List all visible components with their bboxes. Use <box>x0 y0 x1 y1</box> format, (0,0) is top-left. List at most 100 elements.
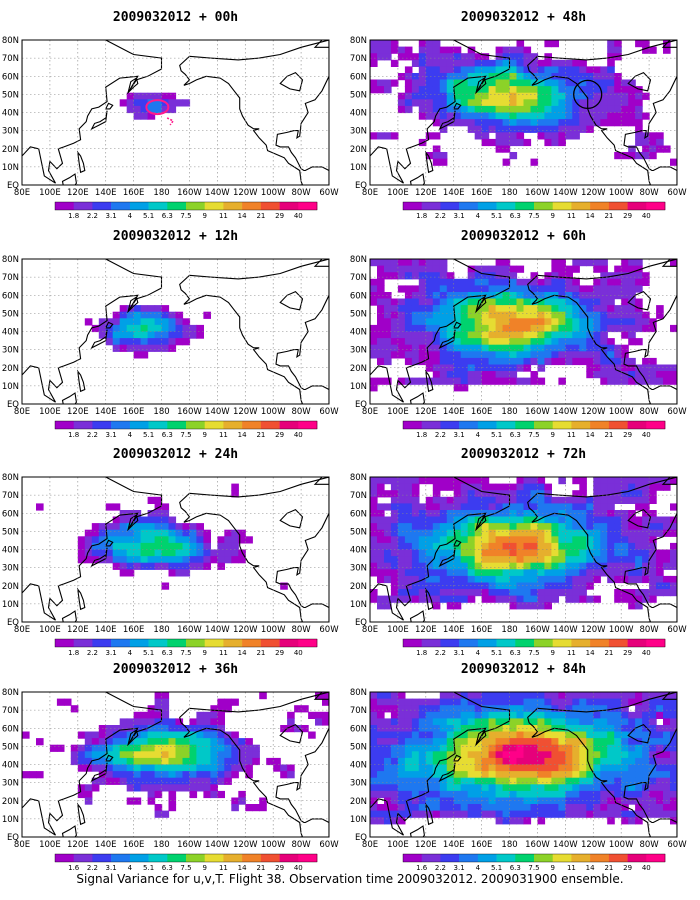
shading-cell <box>530 797 539 805</box>
shading-cell <box>168 725 177 733</box>
shading-cell <box>579 483 587 491</box>
shading-cell <box>453 602 462 610</box>
shading-cell <box>397 483 406 491</box>
shading-cell <box>544 797 552 805</box>
shading-cell <box>105 503 114 511</box>
shading-cell <box>474 351 483 359</box>
shading-cell <box>425 105 434 114</box>
shading-cell <box>649 784 657 792</box>
shading-cell <box>495 757 504 766</box>
shading-cell <box>453 496 462 504</box>
shading-cell <box>161 305 170 313</box>
shading-cell <box>481 556 490 564</box>
shading-cell <box>614 797 622 805</box>
shading-cell <box>488 764 497 772</box>
graticule <box>370 692 677 837</box>
shading-cell <box>217 549 225 557</box>
shading-cell <box>182 562 191 570</box>
shading-cell <box>175 764 184 772</box>
shading-cell <box>572 503 580 511</box>
shading-cell <box>516 536 525 544</box>
lat-tick-label: EQ <box>7 833 19 843</box>
shading-cell <box>551 285 559 293</box>
shading-cell <box>418 331 427 339</box>
shading-cell <box>495 549 504 557</box>
shading-cell <box>91 549 100 557</box>
shading-cell <box>432 731 441 739</box>
shading-cell <box>161 542 170 551</box>
shading-cell <box>516 138 525 147</box>
shading-cell <box>509 357 518 366</box>
shading-cell <box>488 784 497 792</box>
shading-cell <box>432 364 441 372</box>
shading-cell <box>558 784 566 792</box>
lon-tick-label: 100E <box>39 840 61 850</box>
shading-cell <box>656 764 664 772</box>
shading-cell <box>245 804 253 812</box>
shading-cell <box>460 285 469 293</box>
shading-cell <box>495 132 504 140</box>
shading-cell <box>196 771 204 779</box>
shading-cell <box>377 503 385 511</box>
shading-cell <box>154 516 163 524</box>
lat-tick-label: 10N <box>2 815 19 825</box>
shading-cell <box>509 377 518 385</box>
shading-cell <box>154 510 163 518</box>
shading-cell <box>649 152 657 160</box>
shading-cell <box>481 582 490 590</box>
shading-cell <box>182 764 191 772</box>
shading-cell <box>551 549 559 557</box>
shading-cell <box>119 731 128 739</box>
shading-cell <box>558 285 566 293</box>
lon-tick-label: 120W <box>233 840 258 850</box>
shading-cell <box>593 549 601 557</box>
shading-cell <box>649 731 657 739</box>
shading-cell <box>649 698 657 706</box>
shading-cell <box>523 285 532 293</box>
shading-cell <box>238 556 246 564</box>
shading-cell <box>411 344 420 352</box>
shading-cell <box>607 549 615 557</box>
shading-cell <box>628 99 636 107</box>
shading-cell <box>614 496 622 504</box>
shading-cell <box>418 751 427 759</box>
shading-cell <box>161 92 170 100</box>
shading-cell <box>370 790 378 799</box>
map-frame <box>21 691 330 838</box>
shading-cell <box>572 790 580 799</box>
shading-cell <box>377 698 385 706</box>
shading-cell <box>217 790 225 799</box>
coastline <box>661 259 677 267</box>
shading-cell <box>467 523 476 531</box>
shading-cell <box>537 105 546 114</box>
shading-cell <box>252 751 260 759</box>
shading-cell <box>502 158 511 166</box>
shading-cell <box>530 86 539 94</box>
shading-cell <box>551 318 559 326</box>
shading-cell <box>614 344 622 352</box>
shading-cell <box>432 725 441 733</box>
shading-cell <box>488 516 497 524</box>
shading-cell <box>495 59 504 67</box>
shading-cell <box>411 92 420 100</box>
shading-cell <box>467 285 476 293</box>
shading-cell <box>551 711 559 719</box>
shading-cell <box>432 797 441 805</box>
colorbar-label: 14 <box>586 431 595 439</box>
shading-cell <box>516 589 525 597</box>
shading-cell <box>600 569 608 577</box>
shading-cell <box>418 298 427 306</box>
shading-cell <box>544 119 552 127</box>
shading-cell <box>126 324 135 333</box>
shading-cell <box>467 698 476 706</box>
shading-cell <box>628 483 636 491</box>
shading-cell <box>586 66 594 74</box>
shading-cell <box>488 725 497 733</box>
shading-cell <box>656 784 664 792</box>
shading-cell <box>453 92 462 100</box>
shading-cell <box>439 582 448 590</box>
shading-cell <box>70 744 79 752</box>
shading-cell <box>474 112 483 120</box>
shading-cell <box>384 53 392 61</box>
shading-cell <box>460 371 469 379</box>
